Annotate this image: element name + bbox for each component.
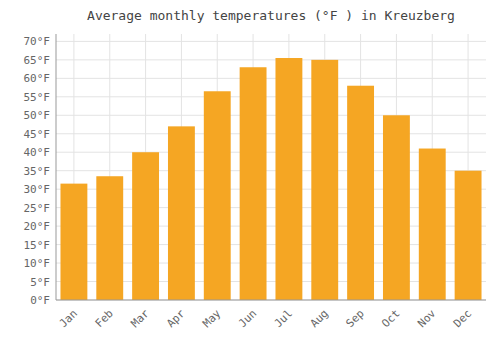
- bar: [347, 86, 374, 300]
- bar: [383, 115, 410, 300]
- y-axis-line: [56, 34, 57, 300]
- y-tick-label: 20°F: [24, 220, 51, 233]
- y-tick-label: 30°F: [24, 183, 51, 196]
- bar: [240, 67, 267, 300]
- y-tick-label: 5°F: [30, 276, 50, 289]
- y-tick-label: 35°F: [24, 165, 51, 178]
- grid-line-y: [56, 133, 486, 134]
- y-tick-label: 60°F: [24, 72, 51, 85]
- x-tick-label: Mar: [128, 307, 152, 331]
- x-axis-line: [56, 300, 486, 301]
- bar: [96, 176, 123, 300]
- page: {"chart_data": {"type": "bar", "title": …: [0, 0, 500, 350]
- x-tick-label: Oct: [379, 307, 402, 330]
- grid-line-y: [56, 41, 486, 42]
- bars: [60, 58, 481, 300]
- y-tick-label: 70°F: [24, 35, 51, 48]
- x-tick-label: Dec: [451, 307, 474, 330]
- x-tick-label: Jun: [236, 307, 259, 330]
- grid-line-y: [56, 300, 486, 301]
- y-ticks: 0°F 5°F 10°F 15°F 20°F 25°F 30°F 35°F 40°F 45°F 50…: [24, 35, 51, 307]
- x-tick-label: Jan: [57, 307, 80, 330]
- x-tick-label: Aug: [308, 307, 331, 330]
- x-tick-label: Apr: [164, 307, 188, 331]
- y-tick-label: 55°F: [24, 91, 51, 104]
- bar: [132, 152, 159, 300]
- bar: [204, 91, 231, 300]
- chart: 0°F 5°F 10°F 15°F 20°F 25°F 30°F 35°F 40°F 45°F 50…: [0, 0, 500, 350]
- x-tick-label: Sep: [343, 307, 366, 330]
- bar: [311, 60, 338, 300]
- x-ticks: Jan Feb Mar Apr May Jun Jul Aug Sep Oct Nov Dec: [57, 307, 474, 331]
- grid: [56, 34, 486, 300]
- y-tick-label: 25°F: [24, 202, 51, 215]
- x-tick-label: Nov: [415, 307, 439, 331]
- y-tick-label: 65°F: [24, 54, 51, 67]
- x-tick-label: Jul: [272, 307, 295, 330]
- bar: [275, 58, 302, 300]
- y-tick-label: 0°F: [30, 294, 50, 307]
- title: Average monthly temperatures (°F ) in Kr…: [87, 8, 455, 23]
- grid-line-y: [56, 59, 486, 60]
- grid-line-y: [56, 115, 486, 116]
- grid-line-y: [56, 96, 486, 97]
- x-tick-label: Feb: [93, 307, 116, 330]
- y-tick-label: 50°F: [24, 109, 51, 122]
- y-tick-label: 45°F: [24, 128, 51, 141]
- grid-line-y: [56, 78, 486, 79]
- bar: [419, 149, 446, 300]
- bar: [455, 171, 482, 300]
- bar: [168, 126, 195, 300]
- bar: [60, 184, 87, 300]
- x-tick-label: May: [200, 307, 224, 331]
- y-tick-label: 15°F: [24, 239, 51, 252]
- y-tick-label: 10°F: [24, 257, 51, 270]
- y-tick-label: 40°F: [24, 146, 51, 159]
